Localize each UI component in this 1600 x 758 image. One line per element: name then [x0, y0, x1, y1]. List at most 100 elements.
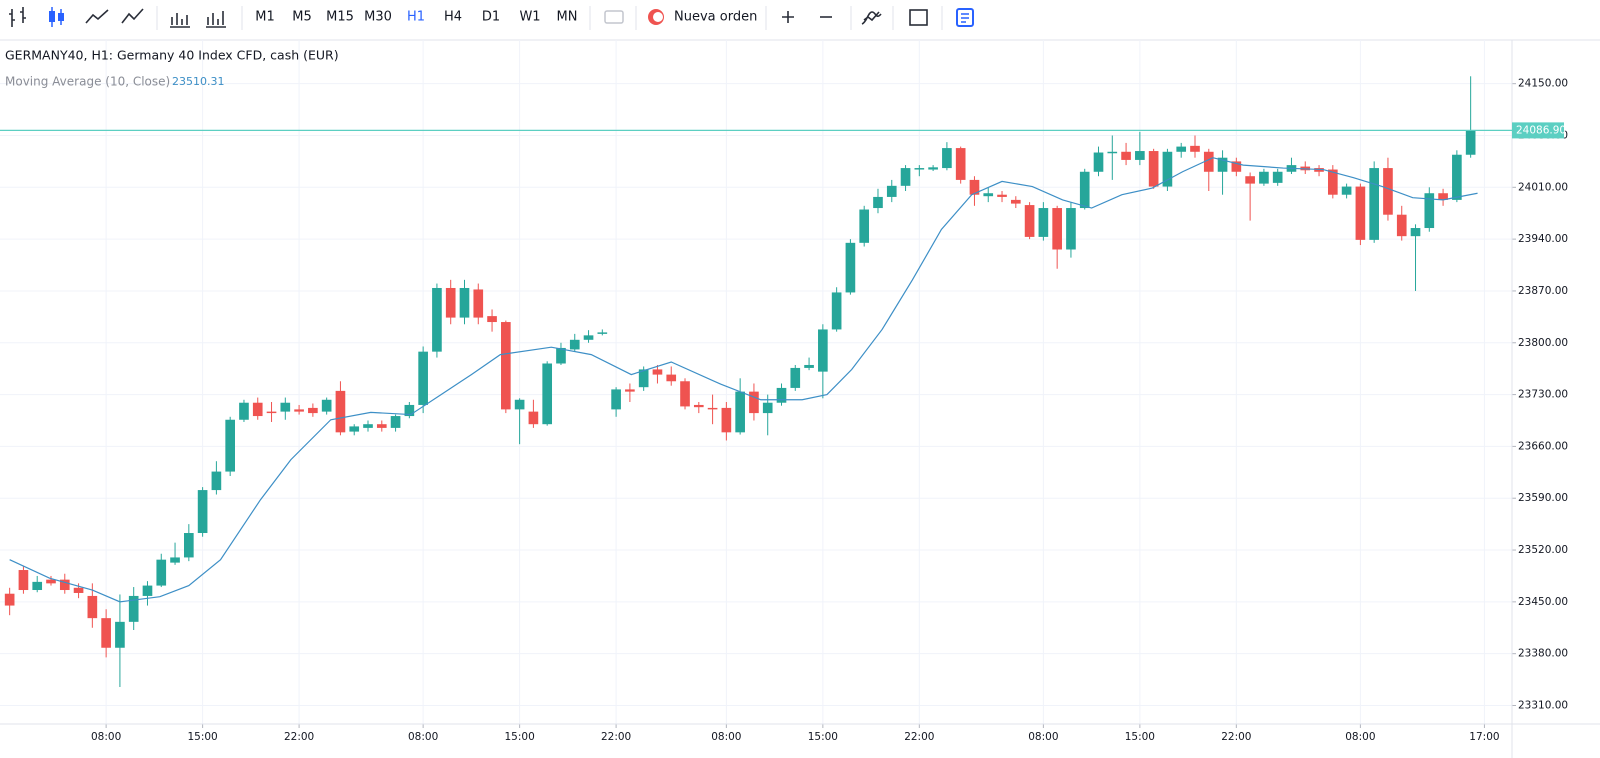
volume-icon[interactable]: [170, 13, 190, 28]
candle-body: [1245, 176, 1255, 184]
candle-body: [376, 424, 387, 428]
timeframe-button[interactable]: M1: [255, 10, 275, 25]
tick-volume-icon[interactable]: [206, 11, 226, 28]
candle-body: [349, 426, 360, 432]
candle-body: [900, 168, 911, 186]
candle-body: [363, 424, 373, 428]
candle-body: [1107, 151, 1118, 154]
timeframe-button[interactable]: W1: [519, 10, 540, 25]
candle-body: [790, 367, 801, 388]
indicator-name: Moving Average (10, Close): [5, 75, 170, 89]
y-tick-label: 23940.00: [1518, 233, 1568, 245]
candle-body: [1465, 130, 1476, 155]
candle-body: [611, 389, 621, 410]
candle-body: [666, 374, 677, 382]
candle-body: [211, 471, 222, 491]
timeframe-button[interactable]: MN: [557, 10, 578, 25]
x-tick-label: 15:00: [504, 731, 534, 743]
candle-body: [432, 287, 442, 352]
candle-body: [845, 242, 856, 293]
candle-body: [1231, 161, 1242, 172]
candle-body: [321, 399, 332, 412]
candle-body: [73, 587, 84, 593]
y-tick-label: 23730.00: [1518, 389, 1568, 401]
timeframe-button[interactable]: M30: [364, 10, 392, 25]
candle-body: [1079, 171, 1090, 209]
timeframes: M1 M5 M15 M30 H1 H4 D1 W1 MN: [255, 10, 577, 25]
candle-body: [87, 595, 98, 619]
candle-body: [170, 557, 180, 563]
toolbar: M1 M5 M15 M30 H1 H4 D1 W1 MN Nueva orden: [0, 6, 1600, 41]
candle-body: [252, 402, 263, 417]
template-icon-lines: [961, 13, 969, 23]
timeframe-button[interactable]: D1: [482, 10, 500, 25]
timeframe-button[interactable]: M5: [292, 10, 312, 25]
candle-body: [652, 369, 663, 375]
candle-body: [239, 402, 249, 420]
candle-body: [128, 595, 139, 622]
sync-icon[interactable]: [604, 10, 624, 24]
price-label-box: [1512, 122, 1564, 139]
candle-body: [721, 407, 732, 433]
timeframe-button[interactable]: H4: [444, 10, 462, 25]
candle-body: [1341, 186, 1352, 195]
line-icon[interactable]: [121, 8, 144, 24]
candle-body: [556, 347, 566, 364]
candle-body: [1396, 214, 1407, 237]
chart-title: GERMANY40, H1: Germany 40 Index CFD, cas…: [5, 48, 339, 63]
y-tick-label: 24010.00: [1518, 181, 1568, 193]
x-tick-label: 08:00: [1345, 731, 1375, 743]
template-icon[interactable]: [956, 8, 974, 27]
indicator-value: 23510.31: [172, 75, 225, 88]
candle-body: [542, 363, 553, 425]
candle-body: [749, 391, 759, 414]
candle-body: [1410, 228, 1421, 237]
candle-body: [4, 593, 15, 606]
x-tick-label: 08:00: [408, 731, 438, 743]
timeframe-button[interactable]: M15: [326, 10, 354, 25]
plot-area: 08:00 15:00 22:00 08:00 15:00 22:00 08:00 15:00…: [0, 40, 1600, 758]
candle-body: [514, 399, 525, 410]
calendar-icon[interactable]: [909, 9, 928, 26]
y-tick-label: 23800.00: [1518, 337, 1568, 349]
candle-body: [46, 579, 56, 584]
candle-body: [1024, 205, 1035, 237]
candle-body: [1066, 208, 1076, 250]
candle-body: [583, 335, 594, 340]
price-label: 24086.90: [1516, 124, 1566, 136]
candle-body: [473, 289, 484, 318]
candle-body: [197, 490, 208, 534]
candle-body: [32, 581, 43, 591]
candle-body: [886, 185, 897, 197]
indicators-icon[interactable]: [861, 11, 882, 25]
candle-body: [1093, 152, 1104, 172]
candle-body: [1369, 168, 1379, 240]
candle-body: [914, 168, 925, 170]
candle-body: [115, 621, 125, 648]
candle-body: [818, 329, 828, 372]
candle-body: [969, 179, 980, 195]
y-tick-label: 23870.00: [1518, 285, 1568, 297]
candle-body: [18, 570, 29, 591]
y-tick-label: 23660.00: [1518, 440, 1568, 452]
candle-body: [569, 339, 580, 350]
candle-body: [625, 389, 635, 392]
y-tick-label: 23310.00: [1518, 699, 1568, 711]
candle-body: [294, 409, 304, 412]
area-icon[interactable]: [85, 9, 109, 24]
bars-icon[interactable]: [9, 7, 26, 27]
candle-body: [1162, 151, 1173, 187]
candle-body: [1190, 145, 1200, 152]
zoom-in[interactable]: [782, 11, 794, 23]
candle-body: [266, 411, 277, 414]
candle-body: [459, 287, 470, 318]
new-order-button[interactable]: Nueva orden: [674, 10, 757, 25]
new-order-icon-inner: [653, 12, 663, 22]
candle-body: [831, 292, 842, 330]
timeframe-button[interactable]: H1: [407, 10, 425, 25]
candles-icon[interactable]: [49, 7, 64, 27]
candle-body: [1121, 151, 1131, 160]
x-tick-label: 08:00: [1028, 731, 1058, 743]
candle-body: [1052, 208, 1062, 250]
candle-body: [983, 193, 994, 197]
